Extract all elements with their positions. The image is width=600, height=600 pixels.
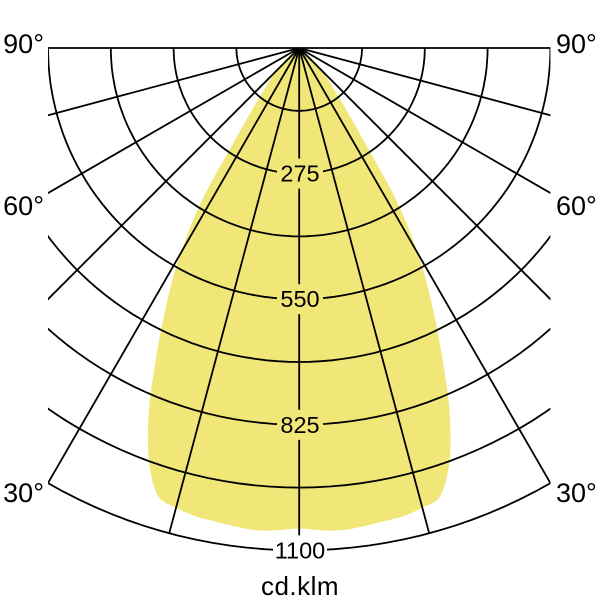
radial-tick-label: 550: [280, 286, 319, 312]
grid-radial-line: [168, 47, 301, 534]
grid-radial-line: [298, 47, 431, 534]
tick-label-mask: [277, 409, 323, 440]
grid-radial-line: [48, 47, 300, 195]
grid-radial-line: [48, 47, 300, 484]
tick-label-mask: [277, 158, 323, 189]
unit-label: cd.klm: [260, 571, 340, 600]
grid-radial-line: [298, 47, 551, 117]
radial-tick-label: 825: [280, 412, 319, 438]
tick-label-mask: [277, 284, 323, 315]
tick-label-mask: [273, 535, 327, 566]
grid-radial-line: [48, 47, 300, 117]
angle-tick-label-right-60: 60°: [556, 191, 597, 221]
angle-tick-label-left-30: 30°: [3, 478, 44, 508]
angle-tick-label-left-60: 60°: [3, 191, 44, 221]
radial-tick-label: 275: [280, 161, 319, 187]
grid-radial-line: [298, 47, 551, 195]
angle-tick-label-right-30: 30°: [556, 478, 597, 508]
angle-tick-label-right-90: 90°: [556, 29, 597, 59]
grid-radial-line: [298, 47, 551, 301]
grid-radial-line: [298, 47, 551, 484]
radial-tick-label: 1100: [275, 537, 326, 563]
grid-radial-line: [48, 47, 300, 301]
angle-tick-label-left-90: 90°: [3, 29, 44, 59]
